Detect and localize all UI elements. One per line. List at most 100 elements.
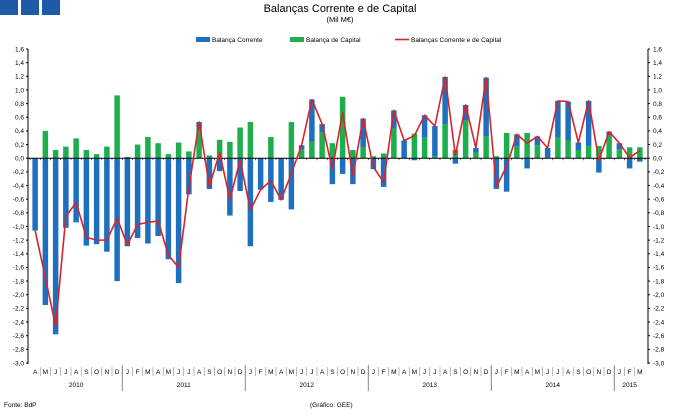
footer-source: Fonte: BdP — [4, 402, 37, 409]
bar-capital — [626, 147, 633, 159]
legend-label-total: Balanças Corrente e de Capital — [411, 37, 502, 44]
y-tick-label-right: -3,0 — [653, 360, 665, 367]
bar-current — [227, 158, 233, 216]
x-month-label: F — [259, 369, 263, 376]
y-tick-label-right: 1,0 — [653, 87, 662, 94]
bar-current — [155, 158, 161, 237]
bar-current — [104, 158, 110, 252]
x-month-label: M — [637, 369, 642, 376]
x-month-label: J — [187, 369, 190, 376]
y-tick-label-right: -1,4 — [653, 251, 665, 258]
y-tick-label-left: -3,0 — [13, 360, 25, 367]
bar-current — [585, 100, 592, 146]
header-logo-box — [21, 0, 39, 15]
bar-current — [83, 158, 90, 246]
bar-capital — [227, 141, 233, 159]
x-month-label: M — [289, 369, 294, 376]
bar-current — [442, 76, 448, 125]
bar-capital — [596, 145, 602, 159]
bar-current — [421, 115, 428, 138]
x-month-label: D — [484, 369, 489, 376]
bar-capital — [186, 151, 192, 159]
bar-current — [555, 100, 561, 138]
y-tick-label-right: -1,8 — [653, 278, 665, 285]
y-tick-label-right: -2,0 — [653, 292, 665, 299]
y-tick-label-right: -0,2 — [653, 169, 665, 176]
bar-capital — [268, 137, 274, 159]
x-month-label: A — [320, 369, 325, 376]
bar-capital — [288, 122, 295, 159]
x-month-label: O — [340, 369, 345, 376]
x-month-label: O — [94, 369, 99, 376]
x-month-label: D — [115, 369, 120, 376]
bar-capital — [237, 127, 243, 159]
bar-current — [145, 158, 151, 244]
x-month-label: A — [156, 369, 161, 376]
bar-current — [493, 158, 500, 189]
bar-current — [216, 158, 223, 172]
bar-capital — [360, 147, 366, 159]
y-tick-label-left: 0,2 — [15, 142, 24, 149]
bar-capital — [206, 155, 213, 159]
x-month-label: F — [382, 369, 386, 376]
y-tick-label-right: -0,6 — [653, 196, 665, 203]
bar-capital — [155, 143, 161, 159]
header-logo-box — [42, 0, 60, 15]
chart-subtitle: (Mil M€) — [326, 15, 354, 24]
x-month-label: M — [145, 369, 150, 376]
bar-current — [626, 158, 633, 169]
x-month-label: M — [412, 369, 417, 376]
x-month-label: J — [433, 369, 436, 376]
bar-capital — [309, 141, 315, 159]
bar-current — [616, 143, 623, 150]
bar-capital — [196, 127, 202, 159]
bar-capital — [175, 142, 182, 159]
bar-current — [565, 101, 571, 141]
x-month-label: F — [136, 369, 140, 376]
y-tick-label-left: 1,6 — [15, 46, 24, 53]
footer-credit: (Gráfico: GEE) — [310, 402, 353, 409]
bar-capital — [637, 147, 643, 159]
legend-swatch-capital — [290, 37, 304, 42]
bar-current — [247, 158, 254, 247]
x-month-label: S — [84, 369, 89, 376]
y-tick-label-right: 1,2 — [653, 74, 662, 81]
bar-capital — [298, 149, 305, 159]
y-tick-label-left: 1,2 — [15, 74, 24, 81]
x-month-label: N — [105, 369, 110, 376]
y-tick-label-left: 1,4 — [15, 60, 24, 67]
bar-capital — [216, 139, 223, 159]
x-month-label: O — [463, 369, 468, 376]
bar-capital — [42, 130, 49, 159]
bar-current — [42, 158, 49, 305]
x-year-label: 2010 — [69, 382, 84, 389]
bar-current — [401, 140, 407, 159]
bar-current — [391, 110, 397, 129]
x-month-label: A — [443, 369, 448, 376]
bar-current — [544, 147, 551, 158]
x-month-label: J — [618, 369, 621, 376]
x-year-label: 2012 — [300, 382, 315, 389]
bar-current — [534, 136, 541, 146]
bar-current — [206, 158, 213, 189]
bar-current — [278, 158, 284, 200]
x-year-label: 2015 — [622, 382, 637, 389]
x-month-label: M — [391, 369, 396, 376]
bar-current — [637, 158, 643, 162]
bar-capital — [63, 146, 69, 159]
y-tick-label-right: 1,6 — [653, 46, 662, 53]
x-month-label: D — [361, 369, 366, 376]
bar-capital — [124, 156, 131, 159]
x-month-label: A — [197, 369, 202, 376]
bar-capital — [585, 145, 592, 159]
bar-capital — [421, 137, 428, 159]
bar-current — [524, 158, 530, 169]
y-tick-label-left: -2,2 — [13, 306, 25, 313]
bar-capital — [339, 96, 346, 159]
bar-current — [514, 134, 520, 147]
y-tick-label-left: -0,2 — [13, 169, 25, 176]
x-month-label: N — [351, 369, 356, 376]
bar-current — [319, 124, 325, 133]
x-month-label: M — [43, 369, 48, 376]
